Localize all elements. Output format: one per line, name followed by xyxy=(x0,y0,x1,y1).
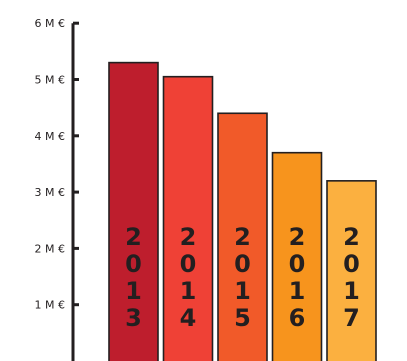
y-axis: 1 M € 2 M € 3 M € 4 M € 5 M € 6 M € xyxy=(35,17,79,361)
bars xyxy=(108,61,377,361)
bar-labels: 2 0 1 3 2 0 1 4 2 0 1 5 2 0 1 6 2 0 1 7 xyxy=(125,223,360,332)
y-tick-label: 2 M € xyxy=(35,242,65,255)
y-tick-label: 4 M € xyxy=(35,130,65,143)
y-tick-label: 6 M € xyxy=(35,17,65,30)
bar xyxy=(326,180,377,361)
bar xyxy=(217,112,268,361)
y-tick-label: 1 M € xyxy=(35,299,65,312)
y-tick-label: 3 M € xyxy=(35,186,65,199)
bar xyxy=(162,75,214,361)
bar xyxy=(271,151,323,361)
y-tick-label: 5 M € xyxy=(35,74,65,87)
bar xyxy=(108,61,159,361)
